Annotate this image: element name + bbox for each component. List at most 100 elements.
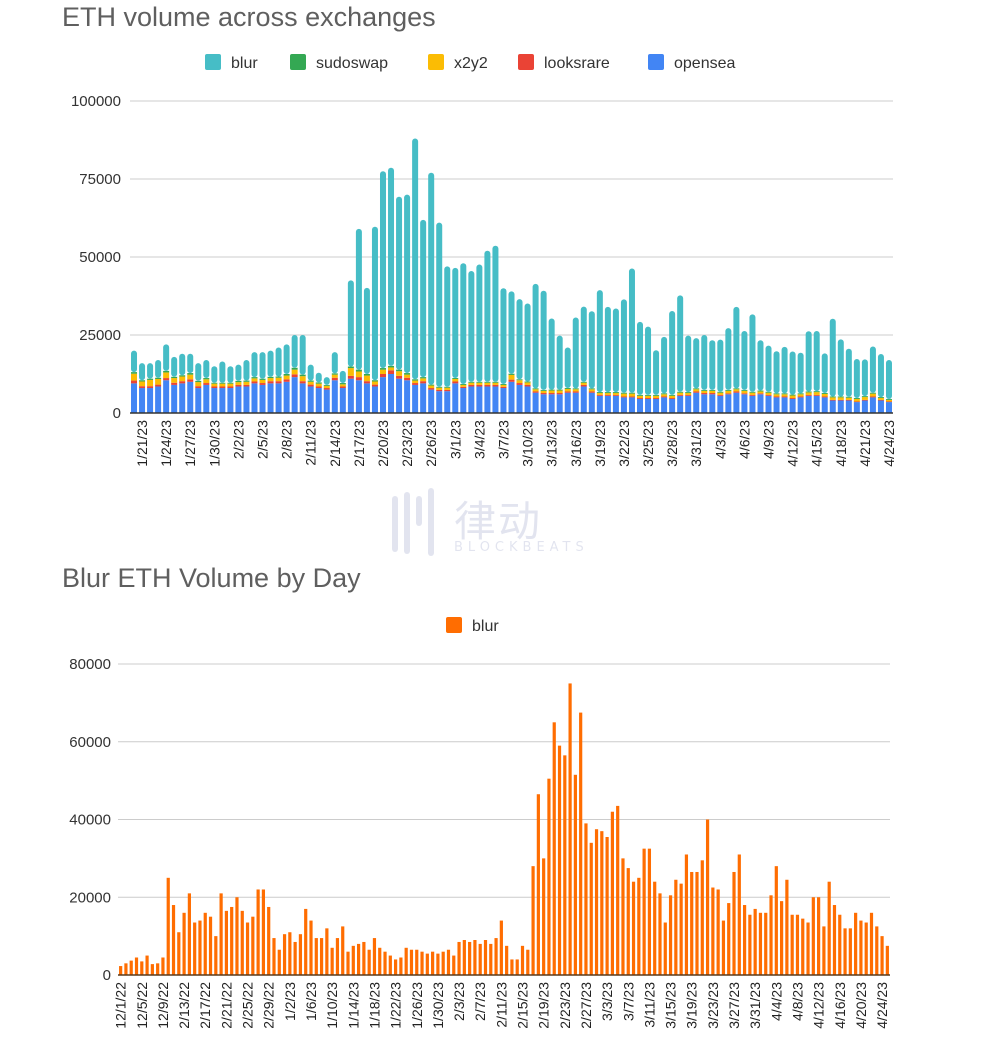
bar-sudoswap	[821, 393, 828, 394]
bar-blur	[785, 879, 789, 975]
bar-sudoswap	[468, 381, 475, 383]
bar-looksrare	[363, 381, 370, 384]
bar-blur	[765, 345, 772, 392]
x-tick-label: 2/25/22	[240, 982, 256, 1029]
bar-blur	[508, 291, 515, 374]
legend-label-blur: blur	[472, 618, 499, 635]
bar-blur	[282, 934, 287, 975]
bar-x2y2	[556, 390, 563, 394]
x-tick-label: 1/27/23	[182, 420, 198, 467]
bar-sudoswap	[251, 377, 258, 379]
bar-looksrare	[396, 375, 403, 379]
bar-sudoswap	[789, 394, 796, 396]
bar-blur	[452, 267, 459, 379]
bar-looksrare	[612, 394, 619, 396]
x-tick-label: 2/19/23	[536, 982, 552, 1029]
bar-blur	[362, 941, 366, 975]
x-tick-label: 3/23/23	[705, 982, 721, 1029]
bar-looksrare	[669, 398, 676, 399]
bar-x2y2	[267, 378, 274, 382]
bar-sudoswap	[131, 372, 138, 374]
bar-blur	[727, 903, 731, 975]
bar-blur	[404, 194, 411, 374]
bar-x2y2	[315, 383, 322, 387]
bar-blur	[626, 868, 630, 975]
bar-blur	[885, 945, 889, 975]
bar-blur	[251, 916, 255, 975]
bar-blur	[709, 340, 716, 390]
y-tick-label: 40000	[69, 812, 111, 829]
bar-looksrare	[500, 386, 507, 389]
bar-sudoswap	[195, 380, 202, 383]
bar-opensea	[669, 398, 676, 413]
bar-blur	[124, 963, 128, 975]
bar-blur	[596, 290, 603, 393]
bar-blur	[552, 722, 556, 975]
bar-blur	[415, 949, 419, 975]
bar-looksrare	[749, 394, 756, 396]
x-tick-label: 3/7/23	[495, 420, 511, 459]
bar-x2y2	[773, 394, 780, 397]
bar-sudoswap	[396, 369, 403, 372]
bar-looksrare	[171, 382, 178, 385]
bar-x2y2	[163, 372, 170, 379]
x-tick-label: 1/14/23	[345, 982, 361, 1029]
bar-x2y2	[677, 392, 684, 395]
legend-swatch-blur	[446, 617, 462, 633]
bar-blur	[166, 877, 170, 975]
bar-blur	[356, 943, 361, 975]
bar-opensea	[339, 388, 346, 413]
bar-blur	[547, 778, 551, 975]
bar-opensea	[251, 383, 258, 413]
bar-blur	[473, 940, 477, 975]
bar-blur	[516, 299, 523, 380]
bar-blur	[484, 250, 491, 382]
bar-sudoswap	[677, 391, 684, 393]
bar-blur	[679, 883, 683, 975]
bar-blur	[283, 344, 290, 374]
bar-looksrare	[717, 394, 724, 396]
bar-looksrare	[556, 393, 563, 395]
bar-blur	[829, 318, 836, 397]
x-tick-label: 3/13/23	[544, 420, 560, 467]
bar-looksrare	[733, 391, 740, 393]
bar-blur	[412, 138, 419, 380]
bar-x2y2	[307, 381, 314, 385]
bar-opensea	[323, 389, 330, 413]
bar-blur	[309, 920, 313, 975]
bar-x2y2	[219, 383, 226, 387]
bar-blur	[663, 922, 667, 975]
x-tick-label: 3/1/23	[447, 420, 463, 459]
bar-opensea	[452, 383, 459, 413]
bar-looksrare	[179, 381, 186, 384]
bar-blur	[843, 928, 847, 975]
bar-blur	[789, 351, 796, 395]
bar-opensea	[307, 386, 314, 413]
bar-opensea	[653, 398, 660, 413]
bar-x2y2	[628, 393, 635, 397]
bar-blur	[139, 363, 146, 381]
bar-sudoswap	[717, 391, 724, 393]
bar-opensea	[757, 394, 764, 413]
bar-opensea	[371, 386, 378, 413]
x-tick-label: 3/19/23	[592, 420, 608, 467]
bar-x2y2	[637, 395, 644, 399]
bar-opensea	[235, 386, 242, 413]
bar-opensea	[861, 400, 868, 413]
bar-sudoswap	[203, 378, 210, 380]
bar-x2y2	[540, 390, 547, 394]
bar-blur	[219, 361, 226, 383]
bar-looksrare	[869, 396, 876, 398]
bar-looksrare	[203, 383, 210, 385]
bar-x2y2	[645, 395, 652, 399]
bar-looksrare	[347, 375, 354, 379]
bar-blur	[661, 336, 668, 394]
bar-x2y2	[861, 397, 868, 400]
bar-opensea	[436, 391, 443, 413]
bar-blur	[145, 955, 149, 975]
legend-label-x2y2: x2y2	[454, 55, 488, 72]
legend-swatch-looksrare	[518, 54, 534, 70]
bar-sudoswap	[315, 382, 322, 384]
bar-blur	[182, 912, 186, 975]
bar-x2y2	[283, 375, 290, 380]
